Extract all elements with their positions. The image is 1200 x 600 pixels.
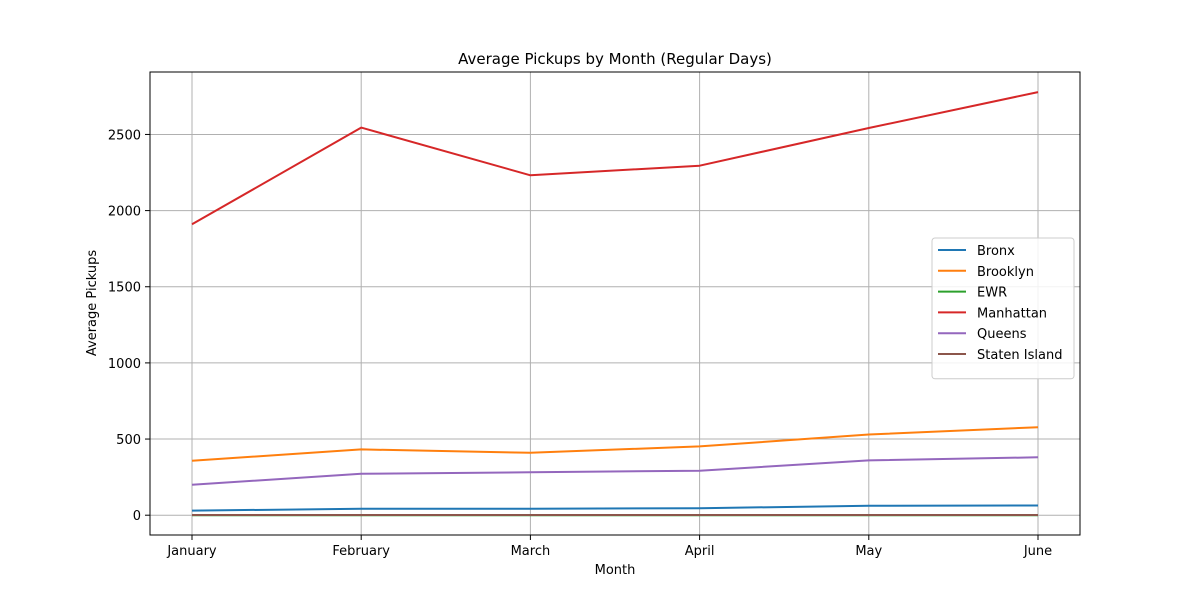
- y-axis-label: Average Pickups: [85, 250, 100, 356]
- series-line-queens: [191, 456, 1039, 486]
- y-tick-label: 500: [116, 433, 141, 448]
- y-tick-label: 0: [133, 509, 141, 524]
- legend-label-ewr: EWR: [977, 286, 1007, 301]
- x-tick-label: June: [1023, 544, 1052, 559]
- x-tick-label: January: [166, 544, 217, 559]
- series-line-brooklyn: [191, 426, 1039, 462]
- y-tick-label: 2500: [108, 128, 141, 143]
- x-axis-label: Month: [595, 563, 636, 578]
- legend-box: [931, 237, 1075, 380]
- series-line-bronx: [191, 504, 1039, 512]
- y-tick-label: 1000: [108, 357, 141, 372]
- legend-label-queens: Queens: [977, 327, 1027, 342]
- legend: Bronx Brooklyn EWR Manhattan Queens Staten Is…: [931, 237, 1075, 380]
- y-tick-label: 1500: [108, 281, 141, 296]
- x-tick-label: May: [855, 544, 882, 559]
- x-tick-label: February: [332, 544, 390, 559]
- x-tick-label: March: [511, 544, 551, 559]
- y-tick-label: 2000: [108, 205, 141, 220]
- x-axis-ticks: January February March April May June: [166, 535, 1052, 559]
- chart-title: Average Pickups by Month (Regular Days): [458, 50, 772, 68]
- series-line-manhattan: [191, 91, 1039, 226]
- legend-label-staten-island: Staten Island: [977, 348, 1062, 363]
- legend-label-brooklyn: Brooklyn: [977, 265, 1034, 280]
- series-lines: [191, 91, 1039, 517]
- y-axis-ticks: 0 500 1000 1500 2000 2500: [108, 128, 150, 524]
- legend-label-bronx: Bronx: [977, 244, 1015, 259]
- legend-label-manhattan: Manhattan: [977, 306, 1047, 321]
- x-tick-label: April: [685, 544, 715, 559]
- plot-frame: [149, 71, 1081, 536]
